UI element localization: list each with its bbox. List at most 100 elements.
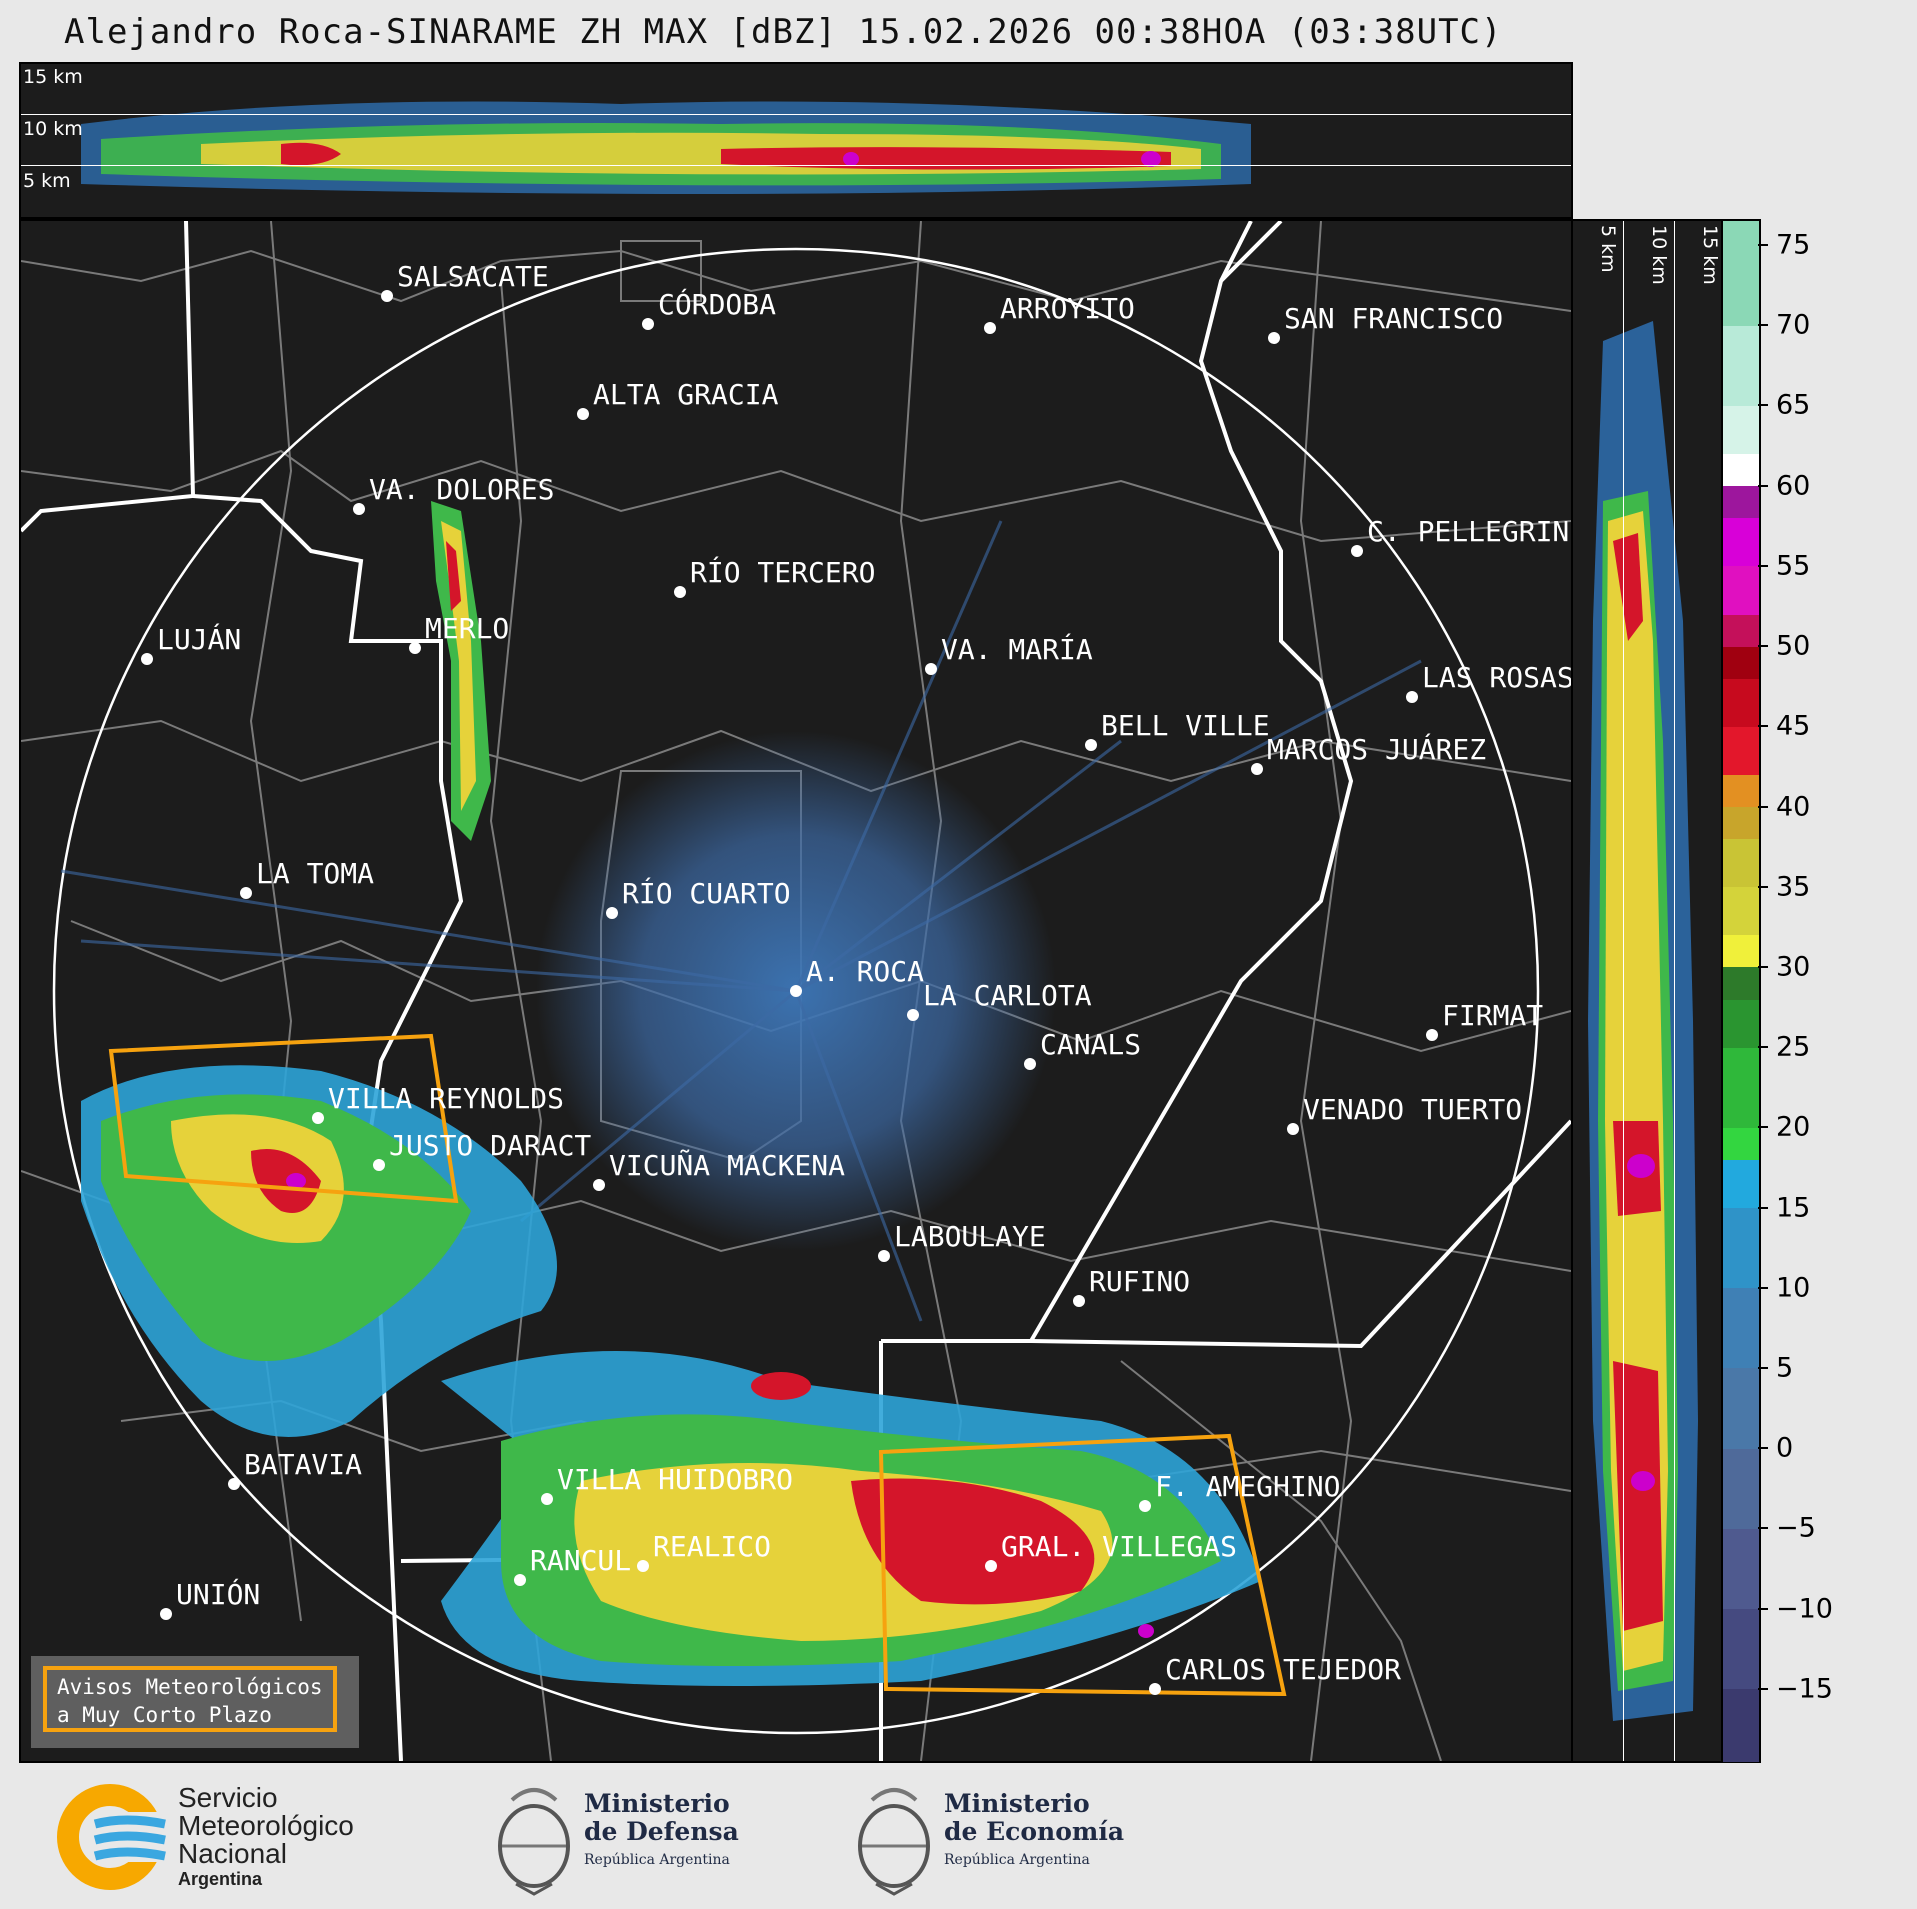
- city-label: GRAL. VILLEGAS: [1001, 1530, 1238, 1563]
- city-label: SAN FRANCISCO: [1284, 302, 1504, 335]
- city-marker: [1139, 1500, 1151, 1512]
- city-label: ALTA GRACIA: [593, 378, 779, 411]
- colorbar-segment: [1723, 726, 1759, 775]
- height-label-10km: 10 km: [23, 118, 83, 140]
- colorbar-tick: [1758, 965, 1768, 968]
- city-marker: [907, 1009, 919, 1021]
- footer: Servicio Meteorológico Nacional Argentin…: [0, 1762, 1917, 1909]
- colorbar-tick: [1758, 885, 1768, 888]
- side-cross-section: 5 km 10 km 15 km: [1571, 219, 1723, 1763]
- colorbar-segment: [1723, 678, 1759, 727]
- colorbar-tick-label: 30: [1776, 951, 1811, 983]
- city-marker: [1287, 1123, 1299, 1135]
- city-label: FIRMAT: [1442, 999, 1544, 1032]
- height-label-15km: 15 km: [23, 66, 83, 88]
- city-label: LABOULAYE: [894, 1220, 1046, 1253]
- colorbar-tick-label: 15: [1776, 1192, 1811, 1224]
- economia-line-1: Ministerio: [944, 1789, 1090, 1818]
- colorbar-tick: [1758, 1206, 1768, 1209]
- colorbar-tick-label: 25: [1776, 1031, 1811, 1063]
- colorbar-segment: [1723, 1688, 1759, 1762]
- city-marker: [514, 1574, 526, 1586]
- city-marker: [593, 1179, 605, 1191]
- city-marker: [878, 1250, 890, 1262]
- city-marker: [353, 503, 365, 515]
- colorbar-segment: [1723, 1367, 1759, 1449]
- city-marker: [577, 408, 589, 420]
- city-label: LAS ROSAS: [1422, 661, 1573, 694]
- city-marker: [1351, 545, 1363, 557]
- city-marker: [312, 1112, 324, 1124]
- city-marker: [637, 1560, 649, 1572]
- radar-map[interactable]: SALSACATE CÓRDOBA ARROYITO SAN FRANCISCO ALT…: [19, 219, 1573, 1763]
- clutter-rays: [60, 520, 1422, 1322]
- city-marker: [1149, 1683, 1161, 1695]
- colorbar-segment: [1723, 325, 1759, 406]
- colorbar-segment: [1723, 934, 1759, 968]
- city-marker: [925, 663, 937, 675]
- colorbar-tick-label: 35: [1776, 871, 1811, 903]
- colorbar-tick: [1758, 1286, 1768, 1289]
- city-marker: [228, 1478, 240, 1490]
- city-marker: [1426, 1029, 1438, 1041]
- colorbar-tick: [1758, 1126, 1768, 1129]
- city-marker: [381, 290, 393, 302]
- city-marker: [240, 887, 252, 899]
- city-label: BATAVIA: [244, 1448, 363, 1481]
- colorbar-tick-label: −15: [1776, 1673, 1833, 1705]
- city-marker: [141, 653, 153, 665]
- economia-logo-text: Ministerio de Economía República Argenti…: [944, 1790, 1124, 1874]
- city-label: VA. MARÍA: [941, 633, 1093, 666]
- defensa-seal-icon: [492, 1780, 576, 1898]
- city-marker: [409, 642, 421, 654]
- top-cross-section: 15 km 10 km 5 km: [19, 62, 1573, 219]
- side-height-label-15km: 15 km: [1699, 225, 1721, 285]
- city-label: MERLO: [425, 612, 510, 645]
- defensa-logo-text: Ministerio de Defensa República Argentin…: [584, 1790, 739, 1874]
- avisos-line-1: Avisos Meteorológicos: [57, 1675, 323, 1699]
- city-label: UNIÓN: [176, 1578, 261, 1611]
- colorbar-tick: [1758, 244, 1768, 247]
- city-label: LUJÁN: [157, 623, 242, 656]
- colorbar-tick-label: −5: [1776, 1512, 1816, 1544]
- city-label: LA TOMA: [256, 857, 375, 890]
- city-label: VICUÑA MACKENA: [609, 1149, 846, 1182]
- city-label: VILLA HUIDOBRO: [557, 1463, 794, 1496]
- colorbar-tick-label: 5: [1776, 1352, 1794, 1384]
- smn-line-2: Meteorológico: [178, 1810, 354, 1841]
- colorbar-tick-label: 55: [1776, 550, 1811, 582]
- city-marker: [674, 586, 686, 598]
- city-label: SALSACATE: [397, 260, 549, 293]
- colorbar-segment: [1723, 405, 1759, 455]
- side-height-label-5km: 5 km: [1597, 225, 1619, 273]
- city-label: RUFINO: [1089, 1265, 1191, 1298]
- city-marker: [790, 985, 802, 997]
- avisos-button[interactable]: Avisos Meteorológicos a Muy Corto Plazo: [31, 1656, 359, 1748]
- city-label: VILLA REYNOLDS: [328, 1082, 565, 1115]
- colorbar-segment: [1723, 1528, 1759, 1610]
- colorbar-segment: [1723, 966, 1759, 1000]
- colorbar-tick-label: 65: [1776, 389, 1811, 421]
- smn-line-4: Argentina: [178, 1869, 263, 1889]
- defensa-line-3: República Argentina: [584, 1852, 730, 1868]
- colorbar-tick: [1758, 564, 1768, 567]
- dbz-colorbar: [1721, 219, 1761, 1763]
- colorbar-segment: [1723, 1127, 1759, 1160]
- smn-logo: [55, 1782, 177, 1892]
- city-marker: [984, 322, 996, 334]
- city-marker: [160, 1608, 172, 1620]
- colorbar-tick-label: 75: [1776, 229, 1811, 261]
- colorbar-segment: [1723, 485, 1759, 519]
- city-label: VA. DOLORES: [369, 473, 555, 506]
- city-label: ARROYITO: [1000, 292, 1135, 325]
- colorbar-tick-label: 20: [1776, 1111, 1811, 1143]
- colorbar-tick: [1758, 1046, 1768, 1049]
- city-marker: [1268, 332, 1280, 344]
- city-marker: [1406, 691, 1418, 703]
- colorbar-segment: [1723, 565, 1759, 615]
- city-marker: [1085, 739, 1097, 751]
- city-label: C. PELLEGRINI: [1367, 515, 1573, 548]
- colorbar-segment: [1723, 1608, 1759, 1690]
- city-marker: [642, 318, 654, 330]
- city-label: CARLOS TEJEDOR: [1165, 1653, 1402, 1686]
